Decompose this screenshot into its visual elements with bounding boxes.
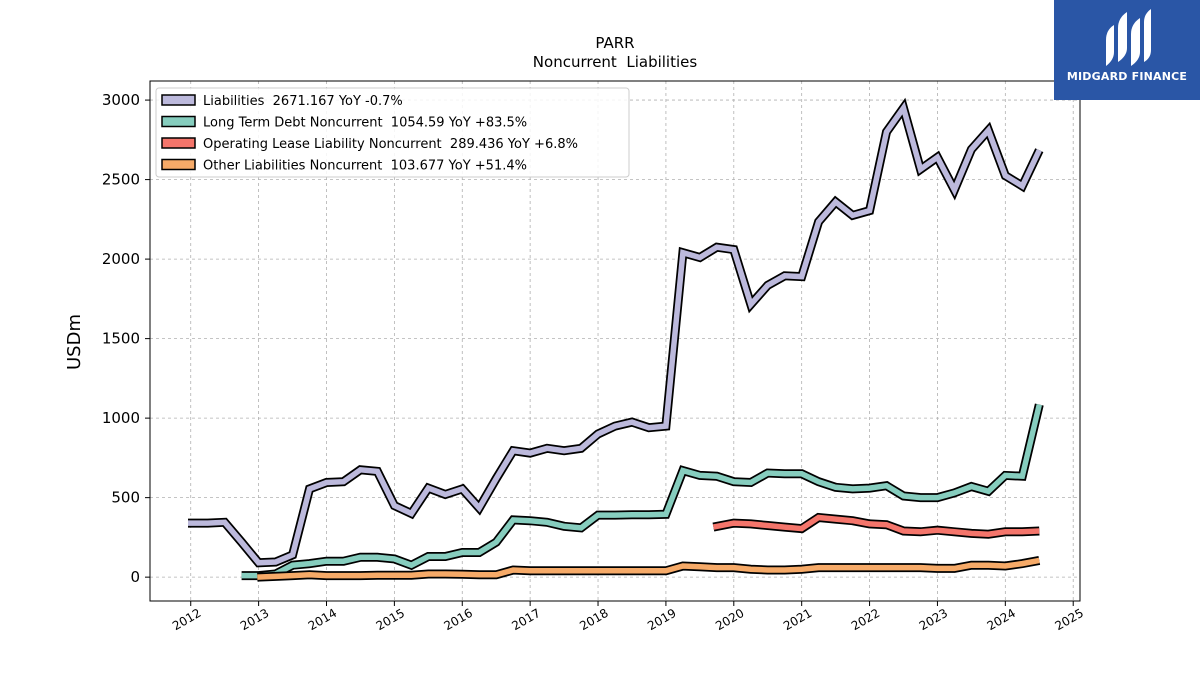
series-line <box>712 514 1040 537</box>
legend-swatch <box>161 94 196 106</box>
chart-title: PARR <box>595 34 634 52</box>
logo-text: MIDGARD FINANCE <box>1066 70 1188 83</box>
series-other-liabilities-noncurrent <box>257 555 1041 582</box>
y-tick-label: 2500 <box>102 171 140 189</box>
legend-swatch <box>161 158 196 171</box>
x-tick-label: 2023 <box>917 606 950 633</box>
legend-swatch <box>161 115 196 128</box>
x-tick-label: 2015 <box>374 606 407 633</box>
x-tick-label: 2012 <box>170 606 203 633</box>
legend-box <box>155 87 630 178</box>
x-tick-label: 2017 <box>509 606 542 633</box>
legend-label: Liabilities 2671.167 YoY -0.7% <box>203 94 403 109</box>
legend: Liabilities 2671.167 YoY -0.7% Long Term … <box>155 87 630 178</box>
y-tick-label: 3000 <box>102 91 140 109</box>
legend-label: Long Term Debt Noncurrent 1054.59 YoY +8… <box>203 116 527 131</box>
y-tick-label: 500 <box>111 489 140 507</box>
x-tick-label: 2018 <box>577 606 610 633</box>
series-operating-lease-liability-noncurrent <box>712 512 1040 539</box>
legend-label: Other Liabilities Noncurrent 103.677 YoY… <box>203 159 527 174</box>
series-line <box>257 557 1040 580</box>
series-liabilities <box>188 97 1044 568</box>
y-axis-label: USDm <box>64 314 85 370</box>
x-tick-label: 2019 <box>645 606 678 633</box>
brand-logo: MIDGARD FINANCE <box>1054 0 1200 100</box>
series-layer <box>188 97 1044 582</box>
x-tick-label: 2022 <box>849 606 882 633</box>
y-tick-label: 1000 <box>102 409 140 427</box>
y-tick-label: 0 <box>130 568 140 586</box>
legend-swatch <box>161 137 196 149</box>
legend-label: Operating Lease Liability Noncurrent 289… <box>203 137 578 152</box>
series-long-term-debt-noncurrent <box>241 403 1044 581</box>
x-tick-label: 2013 <box>238 606 271 633</box>
y-tick-label: 1500 <box>102 330 140 348</box>
x-tick-label: 2024 <box>985 606 1018 633</box>
chart-subtitle: Noncurrent Liabilities <box>533 53 698 71</box>
series-line-outline <box>241 403 1044 581</box>
y-tick-label: 2000 <box>102 250 140 268</box>
plot-frame <box>149 80 1081 602</box>
series-line <box>188 101 1042 566</box>
x-tick-label: 2016 <box>442 606 475 633</box>
x-tick-label: 2020 <box>713 606 746 633</box>
logo-mark-icon <box>1106 9 1151 66</box>
x-tick-label: 2021 <box>781 606 814 633</box>
x-tick-label: 2014 <box>306 606 339 633</box>
series-line <box>241 403 1042 579</box>
x-tick-label: 2025 <box>1052 606 1085 633</box>
